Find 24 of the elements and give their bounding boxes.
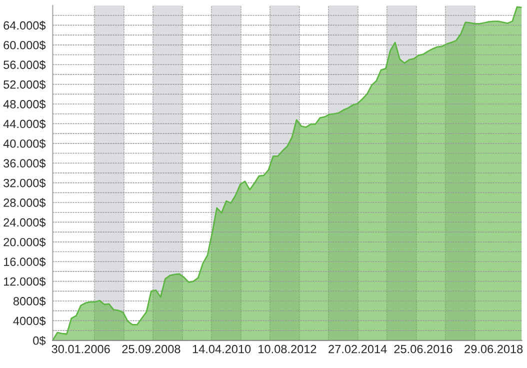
y-tick-label: 40.000$ xyxy=(3,138,46,149)
y-tick-label: 16.000$ xyxy=(4,257,46,267)
y-tick-label: 24.000$ xyxy=(4,218,46,228)
y-tick-label: 44.000$ xyxy=(3,119,46,129)
y-tick-label: 28.000$ xyxy=(4,198,46,208)
x-tick-label: 29.06.2018 xyxy=(464,344,523,354)
y-tick-label: 4000$ xyxy=(13,316,46,326)
x-tick-label: 10.08.2012 xyxy=(258,344,316,354)
x-tick-label: 14.04.2010 xyxy=(192,344,251,354)
x-tick-label: 27.02.2014 xyxy=(328,344,387,354)
y-tick-label: 20.000$ xyxy=(4,237,46,248)
x-tick-label: 30.01.2006 xyxy=(52,344,110,354)
y-tick-label: 64.000$ xyxy=(4,20,46,30)
y-tick-label: 56.000$ xyxy=(4,60,46,70)
y-tick-label: 60.000$ xyxy=(4,40,46,50)
x-tick-label: 25.09.2008 xyxy=(122,344,180,354)
y-tick-label: 36.000$ xyxy=(4,158,46,168)
y-tick-label: 48.000$ xyxy=(3,100,46,110)
x-tick-label: 25.06.2016 xyxy=(394,344,452,354)
y-tick-label: 12.000$ xyxy=(4,276,46,286)
y-tick-label: 8000$ xyxy=(13,296,46,306)
y-tick-label: 0$ xyxy=(33,336,46,346)
y-tick-label: 52.000$ xyxy=(4,80,46,90)
y-tick-label: 32.000$ xyxy=(4,178,46,188)
